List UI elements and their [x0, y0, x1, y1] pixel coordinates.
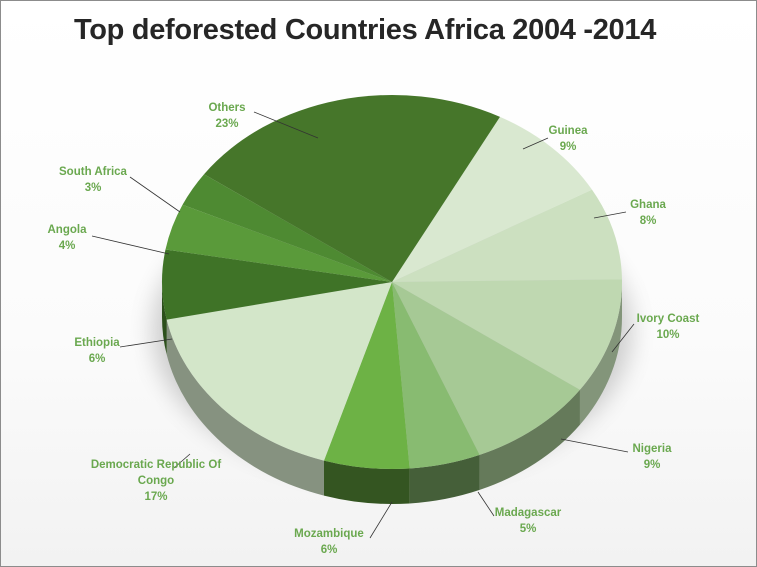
- label-value: 23%: [215, 118, 238, 130]
- label-name: Guinea: [549, 125, 589, 137]
- data-label-ethiopia: Ethiopia 6%: [74, 337, 120, 365]
- label-value: 6%: [321, 544, 338, 556]
- label-value: 6%: [89, 353, 106, 365]
- label-name: Others: [208, 102, 245, 114]
- label-value: 4%: [59, 240, 76, 252]
- data-label-angola: Angola 4%: [48, 224, 88, 252]
- slice-side-ethiopia: [162, 282, 167, 355]
- leader-line-south-africa: [129, 176, 181, 213]
- label-name: Mozambique: [294, 528, 364, 540]
- slice-democratic-republic-of-congo[interactable]: [166, 282, 392, 461]
- slice-ghana[interactable]: [392, 189, 622, 282]
- slice-side-democratic-republic-of-congo: [166, 319, 324, 496]
- data-labels: Guinea 9% Ghana 8% Ivory Coast 10% Nigeria 9% Ma…: [48, 102, 700, 556]
- leader-line-madagascar: [477, 491, 495, 517]
- slice-ivory-coast[interactable]: [392, 279, 623, 390]
- leader-line-ivory-coast: [611, 323, 635, 353]
- leader-line-mozambique: [369, 501, 393, 539]
- label-value: 9%: [560, 141, 577, 153]
- leader-line-ghana: [593, 211, 627, 219]
- label-name: Nigeria: [633, 443, 673, 455]
- label-value: 9%: [644, 459, 661, 471]
- slice-angola[interactable]: [165, 204, 392, 282]
- data-label-guinea: Guinea 9%: [549, 125, 589, 153]
- data-label-others: Others 23%: [208, 102, 245, 130]
- slice-side-madagascar: [409, 454, 480, 504]
- slice-side-nigeria: [479, 389, 580, 490]
- label-value: 5%: [520, 523, 537, 535]
- data-label-ghana: Ghana 8%: [630, 199, 666, 227]
- leader-line-ethiopia: [119, 338, 173, 348]
- slice-ethiopia[interactable]: [162, 249, 392, 320]
- label-name: South Africa: [59, 166, 128, 178]
- data-label-south-africa: South Africa 3%: [59, 166, 128, 194]
- label-name-line2: Congo: [138, 475, 174, 487]
- data-label-ivory-coast: Ivory Coast 10%: [637, 313, 700, 341]
- data-label-democratic-republic-of-congo: Democratic Republic Of Congo 17%: [91, 459, 222, 503]
- label-value: 8%: [640, 215, 657, 227]
- label-value: 17%: [144, 491, 167, 503]
- label-value: 3%: [85, 182, 102, 194]
- label-name: Madagascar: [495, 507, 562, 519]
- slice-side-ivory-coast: [579, 282, 622, 425]
- slice-others[interactable]: [204, 94, 500, 282]
- pie-slices: [162, 94, 623, 469]
- label-name-line1: Democratic Republic Of: [91, 459, 222, 471]
- label-name: Ghana: [630, 199, 666, 211]
- pie-sides: [162, 282, 622, 504]
- slice-guinea[interactable]: [392, 116, 592, 283]
- leader-lines: [91, 111, 635, 539]
- leader-line-nigeria: [560, 438, 629, 453]
- slice-nigeria[interactable]: [392, 282, 580, 455]
- slice-madagascar[interactable]: [392, 282, 480, 469]
- leader-line-angola: [91, 235, 170, 255]
- label-name: Ivory Coast: [637, 313, 700, 325]
- leader-line-democratic-republic-of-congo: [173, 453, 191, 469]
- label-name: Ethiopia: [74, 337, 120, 349]
- data-label-nigeria: Nigeria 9%: [633, 443, 673, 471]
- leader-line-guinea: [522, 137, 549, 150]
- chart-title: Top deforested Countries Africa 2004 -20…: [73, 14, 657, 46]
- label-value: 10%: [656, 329, 679, 341]
- data-label-madagascar: Madagascar 5%: [495, 507, 562, 535]
- leader-line-others: [253, 111, 319, 139]
- slice-mozambique[interactable]: [323, 282, 410, 469]
- slice-south-africa[interactable]: [182, 174, 392, 282]
- label-name: Angola: [48, 224, 88, 236]
- slice-side-mozambique: [323, 460, 410, 504]
- data-label-mozambique: Mozambique 6%: [294, 528, 364, 556]
